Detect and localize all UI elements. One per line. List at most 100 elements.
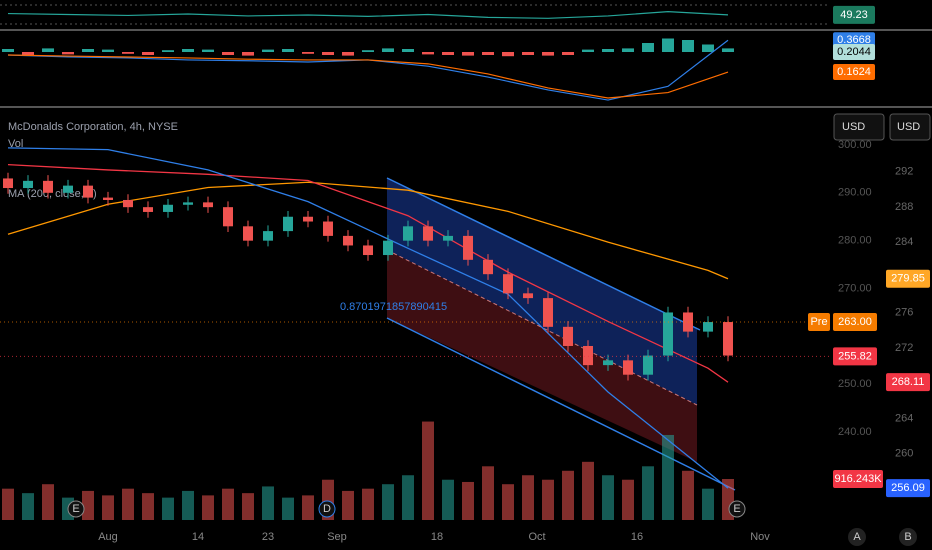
event-marker: [728, 500, 746, 518]
currency-button[interactable]: [889, 113, 931, 141]
histogram-bar: [422, 52, 434, 55]
volume-bar: [282, 497, 294, 520]
volume-bar: [22, 493, 34, 520]
histogram-bar: [442, 52, 454, 55]
candle-body: [723, 322, 733, 356]
x-tick-label: Aug: [98, 531, 118, 543]
volume-bar: [122, 488, 134, 520]
histogram-bar: [562, 52, 574, 55]
price-tag-label: 263.00: [838, 316, 872, 328]
macd-tag-label: 0.1624: [837, 66, 871, 78]
candle-body: [383, 240, 393, 256]
channel-lower: [387, 250, 697, 462]
histogram-bar: [82, 49, 94, 52]
candle-body: [503, 274, 513, 294]
histogram-bar: [702, 44, 714, 52]
histogram-bar: [582, 49, 594, 52]
histogram-bar: [402, 49, 414, 52]
currency-button[interactable]: [833, 113, 885, 141]
volume-bar: [242, 493, 254, 520]
volume-bar: [82, 490, 94, 520]
candle-body: [343, 235, 353, 246]
price-tag-prefix-label: Pre: [810, 316, 827, 328]
histogram-bar: [202, 49, 214, 52]
volume-bar: [662, 434, 674, 520]
histogram-bar: [542, 52, 554, 56]
candle-body: [443, 235, 453, 241]
x-tick-label: 14: [192, 531, 204, 543]
candle-body: [23, 180, 33, 189]
candle-body: [63, 185, 73, 193]
x-tick-label: 18: [431, 531, 443, 543]
signal-line: [7, 54, 729, 99]
histogram-bar: [522, 52, 534, 55]
histogram-bar: [102, 49, 114, 52]
candle-body: [703, 322, 713, 332]
currency-label[interactable]: USD: [897, 121, 920, 133]
volume-tag-label: 916.243K: [834, 473, 882, 485]
candle-body: [423, 226, 433, 241]
volume-bar: [602, 475, 614, 520]
candle-body: [523, 293, 533, 299]
volume-bar: [342, 490, 354, 520]
volume-bar: [222, 488, 234, 520]
histogram-bar: [622, 48, 634, 52]
y2-tick-label: 264: [895, 412, 913, 424]
candle-body: [83, 185, 93, 198]
candle-body: [43, 180, 53, 193]
rsi-line: [7, 11, 729, 19]
candle-body: [263, 231, 273, 241]
histogram-bar: [222, 52, 234, 55]
y-tick-label: 290.00: [838, 187, 872, 199]
histogram-bar: [242, 52, 254, 56]
histogram-bar: [2, 49, 14, 52]
corner-button[interactable]: [848, 528, 866, 546]
macd-tag-label: 0.3668: [837, 34, 871, 46]
corner-label[interactable]: A: [853, 531, 861, 543]
volume-bar: [262, 486, 274, 520]
x-tick-label: Nov: [750, 531, 770, 543]
histogram-bar: [362, 50, 374, 52]
candle-body: [3, 178, 13, 189]
price-tag: [833, 313, 877, 332]
corner-button[interactable]: [899, 528, 917, 546]
y2-tick-label: 272: [895, 342, 913, 354]
y-tick-label: 270.00: [838, 282, 872, 294]
volume-bar: [582, 461, 594, 520]
x-tick-label: 16: [631, 531, 643, 543]
candle-body: [363, 245, 373, 256]
price-tag: [886, 269, 930, 288]
price-tag-prefix: [808, 313, 830, 332]
candle-body: [163, 204, 173, 212]
volume-bar: [682, 470, 694, 520]
volume-bar: [562, 470, 574, 520]
histogram-bar: [142, 52, 154, 55]
candle-body: [143, 207, 153, 212]
histogram-bar: [282, 49, 294, 52]
volume-bar: [622, 479, 634, 520]
candle-body: [223, 207, 233, 227]
candle-body: [403, 226, 413, 241]
corner-label[interactable]: B: [904, 531, 911, 543]
histogram-bar: [722, 48, 734, 52]
event-label: D: [323, 503, 331, 515]
candle-body: [603, 360, 613, 366]
x-tick-label: Sep: [327, 531, 347, 543]
event-marker: [67, 500, 85, 518]
moving-average: [7, 163, 729, 383]
volume-bar: [542, 479, 554, 520]
histogram-bar: [662, 38, 674, 52]
channel-mid: [386, 249, 698, 406]
volume-bar: [642, 466, 654, 520]
rsi-tag: [833, 5, 875, 24]
rsi-tag-label: 49.23: [840, 9, 868, 21]
annotation: 0.8701971857890415: [340, 301, 447, 313]
candle-body: [643, 355, 653, 375]
currency-label[interactable]: USD: [842, 121, 865, 133]
volume-bar: [202, 495, 214, 520]
legend-title: McDonalds Corporation, 4h, NYSE: [8, 121, 178, 133]
y2-tick-label: 276: [895, 307, 913, 319]
volume-bar: [142, 493, 154, 520]
